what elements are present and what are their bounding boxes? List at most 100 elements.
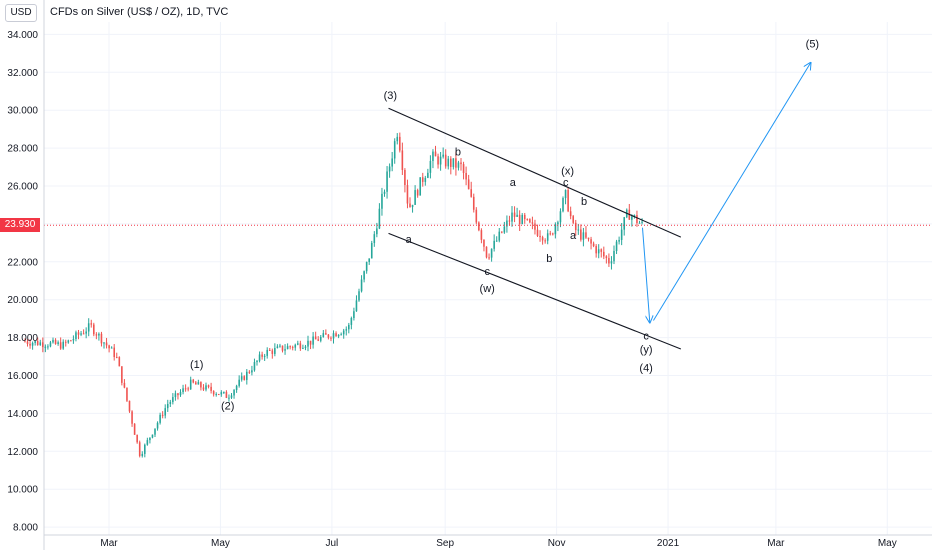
x-tick-label: May xyxy=(878,538,897,549)
candle-down xyxy=(450,156,452,175)
candle-body xyxy=(582,232,585,240)
candle-body xyxy=(291,346,294,348)
candle-up xyxy=(490,248,493,262)
wave-label: (4) xyxy=(639,363,652,375)
candle-down xyxy=(569,206,572,220)
candle-body xyxy=(42,342,44,348)
channel-lower-line[interactable] xyxy=(388,232,682,350)
candle-body xyxy=(202,387,205,390)
candle-body xyxy=(452,158,455,167)
candle-body xyxy=(200,382,202,388)
candle-up xyxy=(429,155,432,179)
projection-arrows[interactable] xyxy=(641,63,810,323)
candle-up xyxy=(72,335,75,344)
candle-body xyxy=(391,158,393,167)
projection-arrow-up[interactable] xyxy=(653,63,810,321)
candle-down xyxy=(95,332,98,340)
candle-up xyxy=(365,261,368,274)
candle-up xyxy=(498,227,501,243)
candle-down xyxy=(330,336,332,342)
candle-body xyxy=(159,414,161,423)
candle-body xyxy=(485,246,488,258)
candle-body xyxy=(429,160,432,173)
candle-body xyxy=(337,334,340,337)
candle-body xyxy=(460,162,462,165)
candle-body xyxy=(327,334,330,338)
candle-body xyxy=(536,229,539,236)
candle-body xyxy=(409,203,411,208)
candle-down xyxy=(465,166,467,186)
candle-up xyxy=(67,339,70,344)
candle-down xyxy=(608,253,610,267)
candle-down xyxy=(207,384,210,389)
candle-down xyxy=(455,151,457,176)
candle-down xyxy=(531,216,534,230)
candle-body xyxy=(149,437,151,441)
candle-body xyxy=(279,345,281,347)
candle-body xyxy=(251,370,253,373)
candle-down xyxy=(539,230,541,242)
candle-up xyxy=(110,346,113,349)
candle-body xyxy=(416,190,419,196)
candle-down xyxy=(161,411,164,419)
candle-down xyxy=(552,232,554,236)
candle-body xyxy=(587,237,590,240)
candle-body xyxy=(24,341,26,343)
candle-up xyxy=(641,218,643,225)
channel-lines[interactable] xyxy=(388,107,682,350)
candle-down xyxy=(299,340,302,351)
candle-body xyxy=(580,229,582,240)
candle-up xyxy=(34,340,36,346)
candle-body xyxy=(381,193,383,209)
candle-body xyxy=(95,334,98,336)
candle-body xyxy=(363,271,365,280)
candle-up xyxy=(613,245,615,265)
candle-down xyxy=(592,241,595,248)
candle-body xyxy=(335,333,337,337)
candle-up xyxy=(378,203,381,230)
candle-up xyxy=(414,185,416,205)
candle-up xyxy=(615,239,618,255)
candle-body xyxy=(266,349,269,356)
candle-down xyxy=(128,400,131,413)
candle-up xyxy=(432,149,434,169)
candle-body xyxy=(215,394,218,396)
candle-down xyxy=(177,392,179,400)
candle-down xyxy=(217,393,220,396)
candle-up xyxy=(223,391,225,394)
candle-down xyxy=(184,384,187,392)
candle-body xyxy=(386,171,388,192)
candle-layer xyxy=(24,132,932,458)
candle-body xyxy=(633,215,636,217)
candle-down xyxy=(488,253,490,260)
candle-body xyxy=(513,212,516,217)
candle-body xyxy=(126,387,128,401)
candle-down xyxy=(585,225,587,239)
candle-up xyxy=(228,394,230,402)
projection-arrow-down[interactable] xyxy=(641,227,649,323)
candle-up xyxy=(220,390,223,397)
currency-selector[interactable]: USD xyxy=(5,4,37,22)
candle-body xyxy=(608,258,610,264)
candle-body xyxy=(488,257,490,259)
candle-up xyxy=(340,332,342,336)
candle-up xyxy=(360,275,363,293)
candle-body xyxy=(256,360,258,363)
candle-up xyxy=(179,389,182,397)
candle-up xyxy=(322,329,325,338)
candle-up xyxy=(44,344,47,353)
candle-up xyxy=(57,340,59,346)
channel-upper-line[interactable] xyxy=(388,107,682,238)
candle-body xyxy=(531,222,534,224)
candle-body xyxy=(144,444,146,454)
candle-down xyxy=(243,375,246,381)
candle-body xyxy=(26,341,29,344)
candle-body xyxy=(103,342,105,344)
candle-body xyxy=(534,223,536,230)
candle-body xyxy=(225,391,228,398)
candle-body xyxy=(437,156,439,165)
candle-up xyxy=(87,318,90,337)
candle-body xyxy=(72,338,75,341)
candle-up xyxy=(302,344,304,350)
